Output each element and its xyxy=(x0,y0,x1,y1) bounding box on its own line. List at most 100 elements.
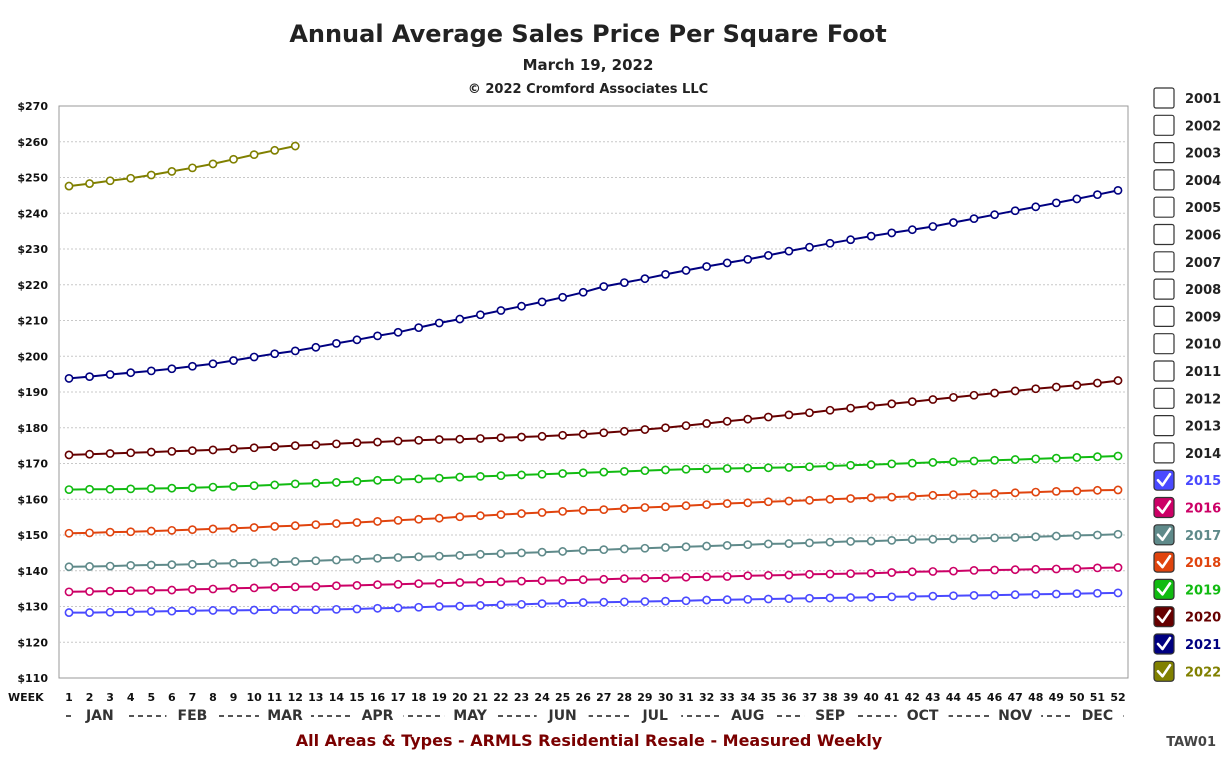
legend-checkbox[interactable] xyxy=(1153,169,1175,191)
series-line xyxy=(68,566,1119,593)
data-point xyxy=(763,570,773,580)
data-point xyxy=(229,356,238,365)
data-point xyxy=(126,173,136,183)
data-point xyxy=(1093,378,1102,388)
legend-item-2010[interactable]: 2010 xyxy=(1153,333,1221,355)
x-tick-label: 41 xyxy=(884,691,899,704)
legend-checkbox[interactable] xyxy=(1153,305,1175,327)
y-tick-label: $190 xyxy=(17,386,48,399)
legend-checkbox[interactable] xyxy=(1153,223,1175,246)
data-point xyxy=(928,222,938,231)
data-point xyxy=(455,512,465,522)
legend-item-2014[interactable]: 2014 xyxy=(1153,442,1221,464)
x-tick-label: 10 xyxy=(246,691,262,704)
legend-item-2001[interactable]: 2001 xyxy=(1153,87,1221,109)
data-point xyxy=(640,597,650,606)
data-point xyxy=(64,587,74,597)
data-point xyxy=(434,578,444,588)
data-point xyxy=(928,591,938,601)
legend-item-2021[interactable]: 2021 xyxy=(1153,633,1221,655)
data-point xyxy=(1072,530,1082,540)
data-point xyxy=(434,602,444,611)
chart-date: March 19, 2022 xyxy=(523,56,654,74)
x-tick-label: 37 xyxy=(802,691,817,704)
data-point xyxy=(270,145,280,155)
legend-checkbox[interactable] xyxy=(1153,251,1175,273)
legend-item-2012[interactable]: 2012 xyxy=(1153,387,1221,409)
data-point xyxy=(475,577,485,587)
x-tick-label: 45 xyxy=(966,691,981,704)
x-axis: WEEK 1 2 3 4 5 6 7 8 9 10 11 12 13 14 15 16 17 18 19 20 21 22 2… xyxy=(8,691,1126,724)
legend-item-2015[interactable]: 2015 xyxy=(1153,469,1221,491)
legend-item-2009[interactable]: 2009 xyxy=(1153,305,1221,327)
data-point xyxy=(475,471,485,481)
data-point xyxy=(208,559,218,568)
data-point xyxy=(455,314,465,324)
legend-item-2018[interactable]: 2018 xyxy=(1153,551,1221,573)
data-point xyxy=(846,403,856,413)
data-point xyxy=(188,606,197,616)
legend-item-2007[interactable]: 2007 xyxy=(1153,251,1221,273)
legend-item-2016[interactable]: 2016 xyxy=(1153,496,1221,519)
x-tick-label: 6 xyxy=(168,691,176,704)
footer-caption: All Areas & Types - ARMLS Residential Re… xyxy=(296,731,883,750)
legend-item-2013[interactable]: 2013 xyxy=(1153,415,1221,437)
data-point xyxy=(373,517,382,526)
data-point xyxy=(434,513,444,523)
legend-item-2003[interactable]: 2003 xyxy=(1153,142,1221,164)
data-point xyxy=(373,603,382,613)
legend-checkbox[interactable] xyxy=(1153,114,1175,136)
y-tick-label: $230 xyxy=(17,243,48,256)
data-point xyxy=(784,570,794,580)
data-point xyxy=(990,388,999,398)
legend-checkbox[interactable] xyxy=(1153,442,1175,464)
data-point xyxy=(331,519,341,528)
x-tick-label: 48 xyxy=(1028,691,1043,704)
legend-checkbox[interactable] xyxy=(1153,87,1175,109)
legend-item-2004[interactable]: 2004 xyxy=(1153,169,1221,191)
data-point xyxy=(64,450,74,460)
data-point xyxy=(722,464,732,473)
data-point xyxy=(1051,589,1061,599)
legend-checkbox[interactable] xyxy=(1153,415,1175,437)
x-axis-label: WEEK xyxy=(8,691,44,704)
legend-item-2011[interactable]: 2011 xyxy=(1153,360,1221,382)
data-point xyxy=(229,481,238,491)
legend-checkbox[interactable] xyxy=(1153,278,1175,300)
legend-checkbox[interactable] xyxy=(1153,333,1175,355)
legend-checkbox[interactable] xyxy=(1153,142,1175,164)
legend-checkbox[interactable] xyxy=(1153,196,1175,218)
data-point xyxy=(558,598,568,608)
legend-item-2020[interactable]: 2020 xyxy=(1153,606,1221,628)
legend-item-2002[interactable]: 2002 xyxy=(1153,114,1221,136)
data-point xyxy=(887,492,897,502)
x-tick-label: 50 xyxy=(1069,691,1085,704)
data-point xyxy=(661,502,670,512)
data-point xyxy=(393,553,403,562)
legend-item-2005[interactable]: 2005 xyxy=(1153,196,1221,218)
legend-item-2006[interactable]: 2006 xyxy=(1153,223,1221,246)
data-point xyxy=(331,478,341,487)
legend-item-2008[interactable]: 2008 xyxy=(1153,278,1221,300)
data-point xyxy=(619,426,629,436)
data-point xyxy=(599,574,609,584)
legend-item-2019[interactable]: 2019 xyxy=(1153,578,1221,601)
data-point xyxy=(1010,488,1020,498)
data-point xyxy=(249,481,259,491)
data-point xyxy=(85,608,94,617)
legend-checkbox[interactable] xyxy=(1153,360,1175,382)
data-point xyxy=(1031,487,1041,497)
legend-label: 2015 xyxy=(1185,474,1221,489)
legend-item-2017[interactable]: 2017 xyxy=(1153,524,1221,546)
data-point xyxy=(928,490,938,500)
legend-item-2022[interactable]: 2022 xyxy=(1153,660,1221,682)
data-point xyxy=(702,541,712,551)
data-point xyxy=(763,251,773,260)
data-point xyxy=(928,458,938,467)
chart-code: TAW01 xyxy=(1166,735,1216,750)
legend-checkbox[interactable] xyxy=(1153,387,1175,409)
data-point xyxy=(907,491,917,501)
data-point xyxy=(475,549,485,559)
data-point xyxy=(825,494,835,504)
data-point xyxy=(1031,202,1041,212)
